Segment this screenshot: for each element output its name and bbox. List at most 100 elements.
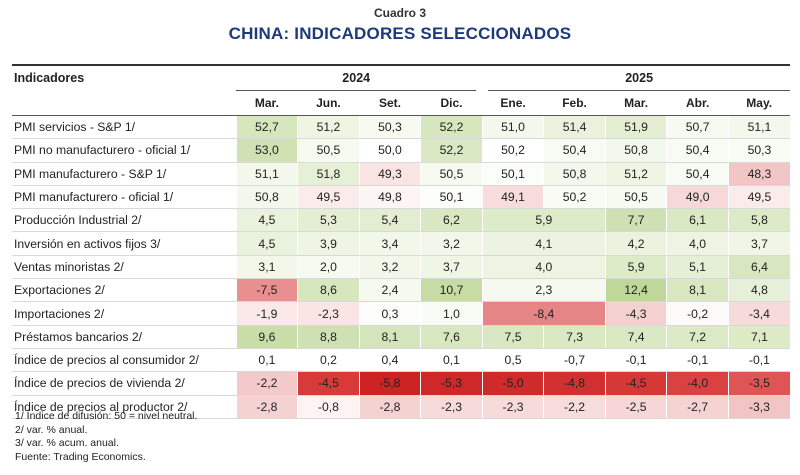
table-row: Índice de precios de vivienda 2/-2,2 -4,5… (12, 371, 790, 396)
page-title: CHINA: INDICADORES SELECCIONADOS (228, 24, 572, 43)
value-cell: 7,1 (727, 325, 790, 349)
row-label: Exportaciones 2/ (12, 278, 237, 303)
value-cell: 3,1 (235, 255, 298, 280)
value-cell: 51,1 (727, 115, 790, 140)
value-cell: 3,4 (358, 231, 421, 256)
indicators-table: Indicadores 2024 2025 Mar. Jun. Set. Dic. Ene… (12, 64, 790, 419)
value-cell: 2,4 (358, 278, 421, 303)
value-cell: -0,1 (727, 348, 790, 373)
value-cell: 52,7 (235, 115, 298, 140)
value-cell: 9,6 (235, 325, 298, 349)
value-cell: -7,5 (235, 278, 298, 303)
value-cell: 51,9 (604, 115, 667, 140)
month-header: Ene. (482, 90, 544, 116)
table-row: Ventas minoristas 2/3,1 2,0 3,2 3,7 4,0 5,9 5,… (12, 255, 790, 280)
value-cell: -4,3 (604, 301, 667, 326)
value-cell: 49,1 (481, 185, 544, 210)
value-cell: 50,1 (420, 185, 483, 210)
footnote: Fuente: Trading Economics. (15, 450, 146, 463)
month-header: Dic. (420, 90, 483, 116)
value-cell: -2,3 (481, 395, 544, 419)
value-cell: 50,8 (604, 138, 667, 163)
value-cell: 52,2 (420, 115, 483, 140)
value-cell: 0,1 (235, 348, 298, 373)
value-cell: 51,2 (297, 115, 360, 140)
value-cell: 50,4 (666, 138, 729, 163)
value-cell: 49,0 (666, 185, 729, 210)
value-cell: 49,5 (727, 185, 790, 210)
value-cell: 3,2 (420, 231, 483, 256)
value-cell: 51,2 (604, 162, 667, 186)
value-cell: 50,3 (727, 138, 790, 163)
value-cell: -2,3 (297, 301, 360, 326)
value-cell: 50,2 (543, 185, 606, 210)
month-header: Jun. (297, 90, 360, 116)
value-cell: 4,1 (481, 231, 606, 256)
row-label: PMI manufacturero - S&P 1/ (12, 162, 237, 186)
table-row: Importaciones 2/-1,9 -2,3 0,3 1,0 -8,4 -4,3 -0… (12, 301, 790, 326)
indicators-header: Indicadores (14, 71, 85, 86)
value-cell: 3,7 (420, 255, 483, 280)
value-cell: -5,0 (481, 371, 544, 396)
value-cell: 3,7 (727, 231, 790, 256)
value-cell: -3,4 (727, 301, 790, 326)
value-cell: -4,5 (604, 371, 667, 396)
value-cell: 50,5 (297, 138, 360, 163)
row-label: PMI manufacturero - oficial 1/ (12, 185, 237, 210)
value-cell: 50,4 (543, 138, 606, 163)
table-row: PMI manufacturero - S&P 1/51,1 51,8 49,3 50… (12, 162, 790, 186)
table-row: PMI no manufacturero - oficial 1/53,0 50,… (12, 138, 790, 163)
footnote: 3/ var. % acum. anual. (15, 437, 119, 449)
value-cell: 5,9 (481, 208, 606, 233)
value-cell: 50,5 (420, 162, 483, 186)
value-cell: 7,3 (543, 325, 606, 349)
year-header: 2024 (236, 66, 483, 91)
row-label: Índice de precios al productor 2/ (12, 395, 237, 419)
footnotes: 1/ Índice de difusión: 50 = nivel neutra… (15, 410, 197, 464)
month-header: May. (728, 90, 790, 116)
value-cell: 2,3 (481, 278, 606, 303)
month-header: Feb. (543, 90, 606, 116)
table-row: Inversión en activos fijos 3/4,5 3,9 3,4 3,… (12, 231, 790, 256)
value-cell: 1,0 (420, 301, 483, 326)
value-cell: 7,7 (604, 208, 667, 233)
value-cell: 4,8 (727, 278, 790, 303)
value-cell: 12,4 (604, 278, 667, 303)
table-row: Producción Industrial 2/4,5 5,3 5,4 6,2 5,9 7… (12, 208, 790, 233)
value-cell: -0,2 (666, 301, 729, 326)
value-cell: 50,3 (358, 115, 421, 140)
table-row: Préstamos bancarios 2/9,6 8,8 8,1 7,6 7,5 7,3… (12, 325, 790, 349)
value-cell: 5,9 (604, 255, 667, 280)
value-cell: -3,5 (727, 371, 790, 396)
month-header: Set. (359, 90, 421, 116)
value-cell: -2,2 (235, 371, 298, 396)
value-cell: 50,8 (543, 162, 606, 186)
year-header: 2025 (476, 66, 790, 91)
value-cell: -2,8 (358, 395, 421, 419)
value-cell: 53,0 (235, 138, 298, 163)
value-cell: 4,5 (235, 231, 298, 256)
value-cell: -4,5 (297, 371, 360, 396)
value-cell: 49,5 (297, 185, 360, 210)
value-cell: 3,9 (297, 231, 360, 256)
value-cell: 8,6 (297, 278, 360, 303)
value-cell: -2,2 (543, 395, 606, 419)
value-cell: -1,9 (235, 301, 298, 326)
value-cell: 52,2 (420, 138, 483, 163)
value-cell: 0,2 (297, 348, 360, 373)
value-cell: 51,0 (481, 115, 544, 140)
value-cell: 50,2 (481, 138, 544, 163)
value-cell: -2,7 (666, 395, 729, 419)
value-cell: 50,0 (358, 138, 421, 163)
value-cell: 10,7 (420, 278, 483, 303)
value-cell: -2,8 (235, 395, 298, 419)
table-row: Índice de precios al consumidor 2/0,1 0,2… (12, 348, 790, 373)
table-row: PMI manufacturero - oficial 1/50,8 49,5 49… (12, 185, 790, 210)
value-cell: 7,2 (666, 325, 729, 349)
row-label: PMI servicios - S&P 1/ (12, 115, 237, 140)
value-cell: -5,8 (358, 371, 421, 396)
value-cell: 0,3 (358, 301, 421, 326)
value-cell: 5,8 (727, 208, 790, 233)
value-cell: -0,1 (666, 348, 729, 373)
value-cell: 50,5 (604, 185, 667, 210)
